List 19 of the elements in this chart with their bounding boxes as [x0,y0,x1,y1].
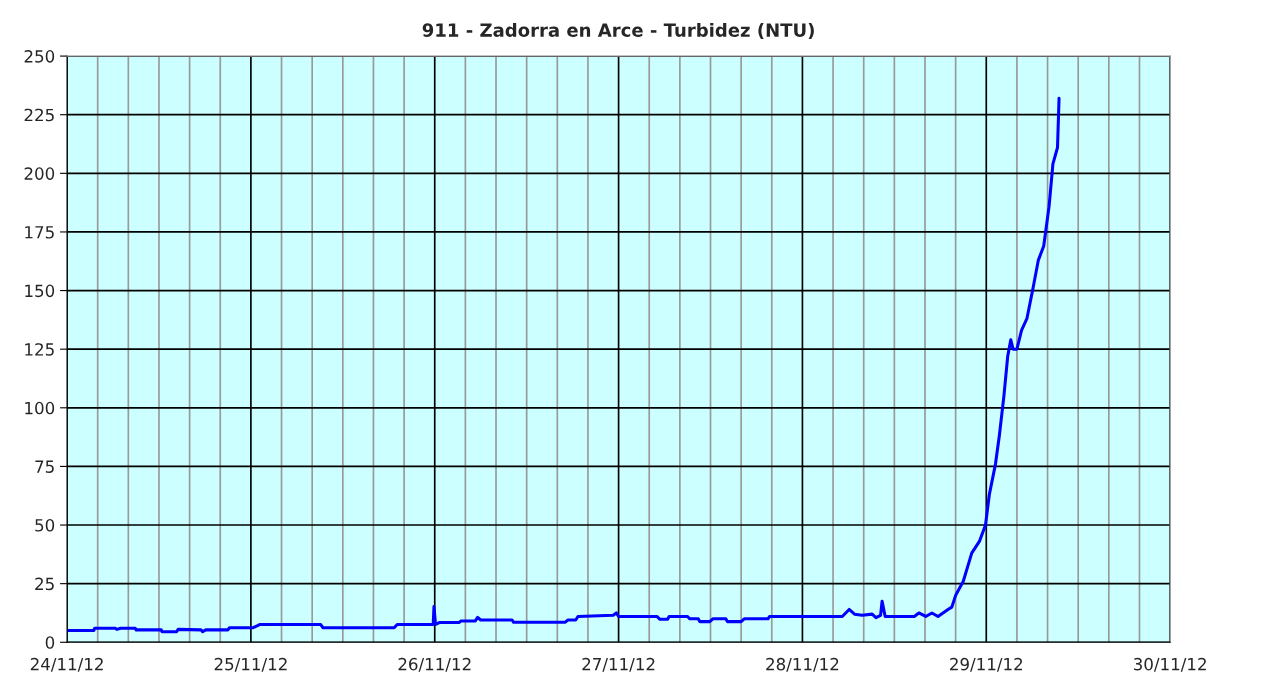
chart-title: 911 - Zadorra en Arce - Turbidez (NTU) [422,22,814,40]
x-tick-label: 27/11/12 [582,657,655,672]
y-tick-label: 250 [24,50,55,63]
x-tick-label: 24/11/12 [30,657,103,672]
y-tick-label: 100 [25,401,55,415]
y-tick-label: 0 [45,636,55,649]
y-tick-label: 75 [35,460,54,473]
y-tick-label: 25 [35,577,54,591]
x-tick-label: 25/11/12 [214,657,287,672]
y-tick-label: 125 [25,343,54,356]
x-tick-label: 29/11/12 [950,657,1023,672]
x-tick-label: 26/11/12 [398,657,471,672]
y-tick-label: 150 [25,284,55,298]
y-tick-label: 175 [25,226,54,239]
x-tick-label: 28/11/12 [766,657,839,672]
y-tick-label: 225 [24,108,54,122]
x-tick-label: 30/11/12 [1133,657,1206,672]
y-tick-label: 50 [35,519,55,532]
y-tick-label: 200 [24,167,55,180]
